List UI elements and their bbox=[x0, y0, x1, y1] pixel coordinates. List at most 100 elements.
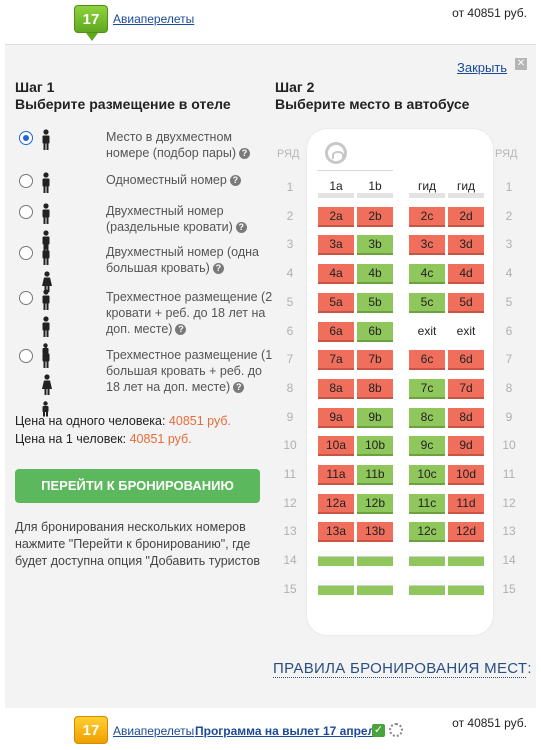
row-number-right: 6 bbox=[505, 323, 513, 338]
seat[interactable]: 12b bbox=[357, 493, 393, 514]
row-number-left: 5 bbox=[286, 294, 294, 309]
help-icon[interactable]: ? bbox=[235, 222, 247, 233]
seat[interactable] bbox=[409, 551, 445, 567]
seat-rules-underline bbox=[273, 677, 526, 678]
seat: 5a bbox=[318, 292, 354, 313]
seat[interactable]: 8c bbox=[409, 407, 445, 428]
row-number-left: 4 bbox=[286, 266, 294, 281]
bottom-flights-link[interactable]: Авиаперелеты bbox=[113, 724, 195, 738]
seat[interactable]: гид bbox=[409, 178, 445, 198]
help-icon[interactable]: ? bbox=[233, 382, 245, 393]
gear-icon[interactable] bbox=[389, 723, 403, 737]
seat: 6c bbox=[409, 350, 445, 371]
seat: 8a bbox=[318, 378, 354, 399]
seat[interactable]: 1b bbox=[357, 178, 393, 198]
room-option-radio[interactable] bbox=[19, 246, 33, 260]
seat: 2a bbox=[318, 206, 354, 227]
row-number-left: 3 bbox=[286, 237, 294, 252]
seat[interactable]: 6b bbox=[357, 321, 393, 342]
row-number-left: 8 bbox=[286, 380, 294, 395]
people-icon bbox=[41, 203, 52, 251]
steering-wheel-icon bbox=[325, 142, 347, 164]
seat[interactable] bbox=[448, 551, 484, 567]
close-link[interactable]: Закрыть bbox=[457, 60, 508, 75]
row-number-right: 10 bbox=[502, 438, 516, 453]
seat[interactable]: 1a bbox=[318, 178, 354, 198]
seat[interactable]: 10c bbox=[409, 465, 445, 485]
row-number-right: 11 bbox=[502, 467, 516, 481]
room-option-radio[interactable] bbox=[19, 205, 33, 219]
seat: 6a bbox=[318, 321, 354, 342]
seat[interactable]: гид bbox=[448, 178, 484, 198]
seat: 2d bbox=[448, 206, 484, 227]
people-icon bbox=[41, 244, 54, 292]
bottom-bar: 17 Авиаперелеты Программа на вылет 17 ап… bbox=[0, 708, 541, 750]
program-link[interactable]: Программа на вылет 17 апреля bbox=[195, 724, 383, 738]
room-option-radio[interactable] bbox=[19, 349, 33, 363]
seat: 13a bbox=[318, 522, 354, 543]
bottom-price: от 40851 руб. bbox=[452, 716, 527, 730]
seat: 5d bbox=[448, 292, 484, 313]
help-icon[interactable]: ? bbox=[229, 175, 241, 186]
seat[interactable] bbox=[318, 551, 354, 567]
seat[interactable]: 4b bbox=[357, 264, 393, 285]
row-number-left: 11 bbox=[283, 467, 297, 481]
seat: 8b bbox=[357, 378, 393, 399]
seat[interactable]: 3b bbox=[357, 235, 393, 256]
row-number-left: 12 bbox=[283, 495, 297, 510]
seat[interactable]: 5c bbox=[409, 292, 445, 313]
seat: 2b bbox=[357, 206, 393, 227]
seat[interactable]: 5b bbox=[357, 292, 393, 313]
people-icon bbox=[41, 129, 52, 150]
seat[interactable] bbox=[318, 579, 354, 595]
seat: 2c bbox=[409, 206, 445, 227]
step2-heading: Шаг 2 bbox=[275, 79, 315, 95]
room-option-label: Двухместный номер (одна большая кровать)… bbox=[106, 245, 260, 275]
booking-note: Для бронирования нескольких номеров нажм… bbox=[15, 520, 261, 568]
seat[interactable] bbox=[357, 579, 393, 595]
room-option-radio[interactable] bbox=[19, 131, 33, 145]
help-icon[interactable]: ? bbox=[239, 148, 251, 159]
seat[interactable] bbox=[448, 579, 484, 595]
step2-subtitle: Выберите место в автобусе bbox=[275, 96, 470, 112]
row-number-right: 2 bbox=[505, 208, 513, 223]
seat-rules-link[interactable]: ПРАВИЛА БРОНИРОВАНИЯ МЕСТ: bbox=[273, 660, 532, 677]
price-1-person-value: 40851 руб. bbox=[129, 432, 192, 446]
price-per-person: Цена на одного человека: 40851 руб. bbox=[15, 414, 231, 428]
seat[interactable]: 12c bbox=[409, 522, 445, 543]
seat: 10a bbox=[318, 436, 354, 457]
go-to-booking-button[interactable]: ПЕРЕЙТИ К БРОНИРОВАНИЮ bbox=[15, 469, 260, 503]
help-icon[interactable]: ? bbox=[175, 324, 187, 335]
flights-link[interactable]: Авиаперелеты bbox=[113, 12, 195, 26]
row-number-left: 13 bbox=[283, 524, 297, 539]
seat[interactable]: 4c bbox=[409, 264, 445, 285]
seat: 7b bbox=[357, 350, 393, 371]
row-number-right: 15 bbox=[502, 581, 516, 596]
row-number-right: 8 bbox=[505, 380, 513, 395]
seat[interactable]: 9c bbox=[409, 436, 445, 457]
row-number-left: 9 bbox=[286, 409, 294, 424]
seat: 3d bbox=[448, 235, 484, 256]
room-option-label: Одноместный номер? bbox=[106, 172, 278, 188]
day-badge: 17 bbox=[74, 5, 108, 41]
seat[interactable]: 11b bbox=[357, 465, 393, 485]
seat[interactable]: 10b bbox=[357, 436, 393, 457]
step1-title: Шаг 1 Выберите размещение в отеле bbox=[15, 79, 231, 113]
room-option-radio[interactable] bbox=[19, 174, 33, 188]
seat[interactable] bbox=[409, 579, 445, 595]
seat[interactable]: 11c bbox=[409, 493, 445, 514]
seat[interactable] bbox=[357, 551, 393, 567]
seat[interactable]: 7c bbox=[409, 378, 445, 399]
row-number-left: 14 bbox=[283, 553, 297, 568]
seat[interactable]: 9b bbox=[357, 407, 393, 428]
close-icon[interactable]: ✕ bbox=[515, 58, 527, 70]
room-option-radio[interactable] bbox=[19, 291, 33, 305]
seat: 11a bbox=[318, 465, 354, 485]
row-number-left: 15 bbox=[283, 581, 297, 596]
seat: 9a bbox=[318, 407, 354, 428]
row-number-left: 6 bbox=[286, 323, 294, 338]
seat: 7d bbox=[448, 378, 484, 399]
row-number-right: 12 bbox=[502, 495, 516, 510]
help-icon[interactable]: ? bbox=[212, 263, 224, 274]
top-price: от 40851 руб. bbox=[452, 6, 527, 20]
